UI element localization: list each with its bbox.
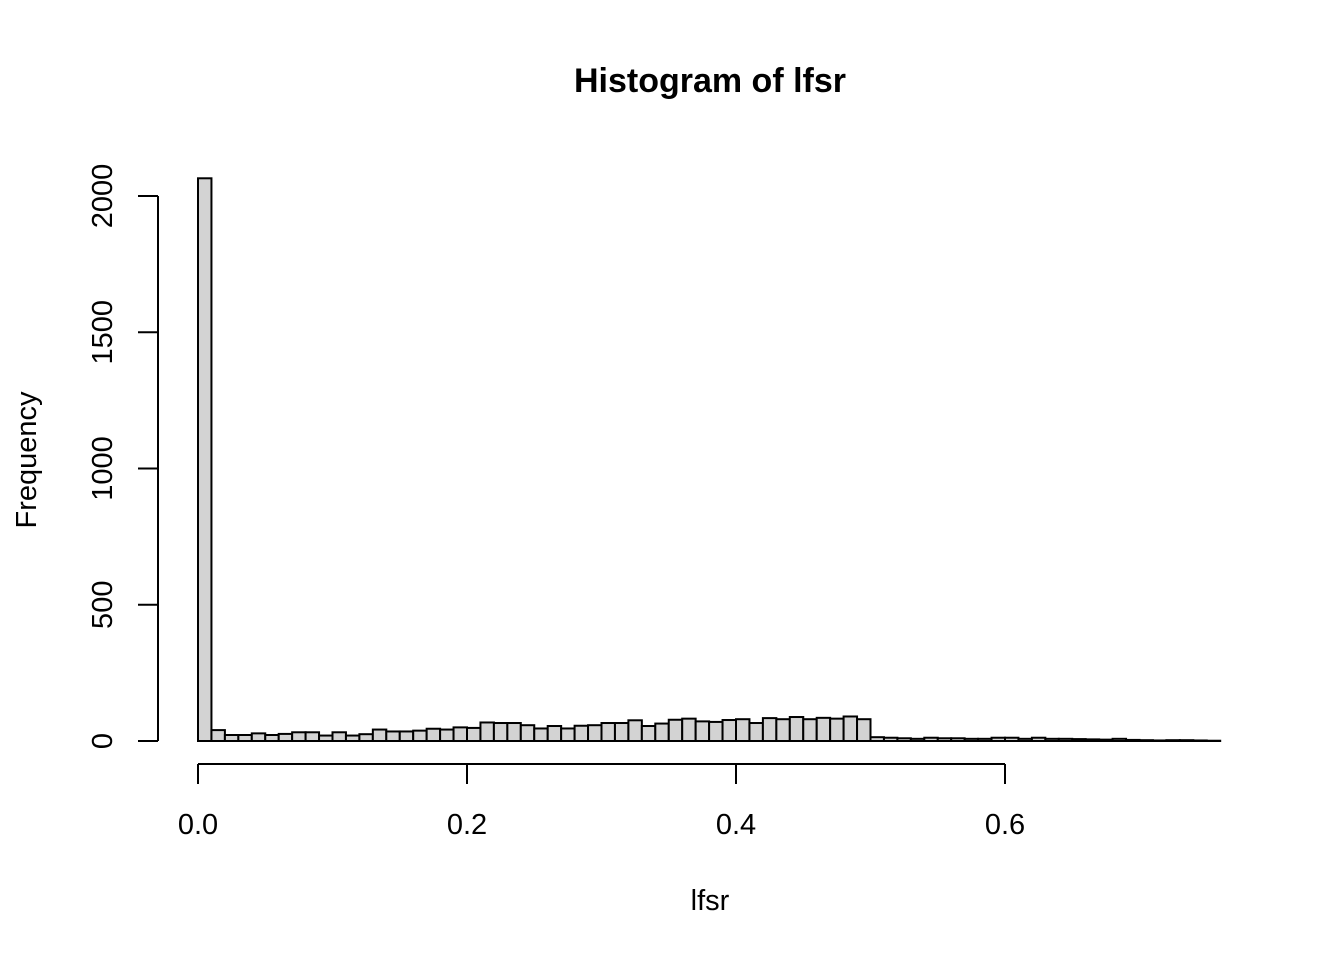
histogram-bar — [909, 737, 926, 743]
chart-title: Histogram of lfsr — [574, 62, 846, 100]
histogram-bar — [963, 737, 980, 743]
histogram-bar — [815, 716, 832, 743]
histogram-bar — [1071, 738, 1087, 743]
histogram-bar — [371, 728, 388, 742]
histogram-bar — [344, 734, 361, 742]
histogram-bar — [1004, 736, 1020, 742]
histogram-bar — [533, 727, 549, 742]
histogram-bar — [735, 718, 751, 743]
histogram-bar — [788, 716, 805, 743]
histogram-bar — [721, 719, 737, 743]
x-axis: 0.0 0.2 0.4 0.6 — [178, 763, 1025, 841]
histogram-bar — [560, 727, 576, 742]
histogram-bar — [613, 722, 630, 743]
histogram-bar — [1030, 736, 1047, 742]
histogram-bar — [708, 720, 724, 742]
histogram-bar — [506, 722, 522, 743]
x-tick-label: 0.6 — [985, 809, 1025, 841]
histogram-bar — [681, 717, 697, 743]
histogram-bar — [1125, 738, 1141, 742]
histogram-bar — [1084, 738, 1101, 742]
histogram-bar — [1017, 737, 1033, 743]
histogram-bar — [1151, 739, 1168, 743]
histogram-bar — [250, 732, 267, 742]
histogram-bar — [318, 734, 334, 742]
histogram-bar — [1178, 739, 1195, 742]
histogram-bar — [1138, 739, 1154, 742]
histogram-bar — [640, 725, 657, 743]
histogram-bar — [936, 737, 953, 743]
bars-group — [197, 177, 1222, 743]
histogram-bar — [842, 715, 859, 742]
histogram-bar — [573, 724, 590, 742]
histogram-bar — [977, 737, 993, 743]
histogram-bar — [412, 729, 428, 743]
histogram-bar — [802, 718, 818, 743]
histogram-bar — [331, 731, 347, 743]
y-axis: 0 500 1000 1500 2000 — [87, 164, 159, 749]
histogram-bar — [398, 730, 415, 743]
histogram-bar — [264, 734, 280, 742]
histogram-bar — [304, 731, 321, 743]
histogram-bar — [627, 719, 643, 742]
histogram-bar — [869, 736, 885, 742]
histogram-bar — [519, 724, 536, 743]
histogram-bar — [223, 734, 240, 742]
histogram-bar — [923, 736, 939, 742]
histogram-bar — [775, 718, 791, 743]
histogram-bar — [197, 177, 213, 743]
histogram-bar — [761, 717, 778, 742]
histogram-bar — [546, 725, 563, 743]
y-tick-label: 1000 — [87, 436, 119, 501]
histogram-bar — [587, 724, 603, 743]
histogram-bar — [492, 722, 509, 743]
histogram-bar — [1044, 737, 1060, 743]
histogram-bar — [694, 720, 711, 743]
histogram-bar — [466, 726, 482, 742]
histogram-bar — [600, 722, 616, 743]
histogram-bar — [882, 736, 899, 742]
x-tick-label: 0.4 — [716, 809, 756, 841]
histogram-bar — [385, 730, 401, 743]
histogram-bar — [1111, 737, 1128, 743]
histogram-bar — [667, 718, 684, 742]
histogram-bar — [479, 721, 495, 742]
histogram-bar — [1098, 738, 1114, 743]
histogram-bar — [277, 732, 294, 742]
y-tick-label: 500 — [87, 581, 119, 629]
histogram-bar — [439, 728, 455, 742]
y-tick-label: 0 — [87, 733, 119, 749]
histogram-bar — [210, 729, 226, 742]
y-axis-label: Frequency — [11, 391, 43, 529]
histogram-bar — [452, 726, 468, 743]
histogram-bar — [425, 727, 442, 742]
histogram-bar — [654, 722, 670, 742]
histogram-bar — [748, 722, 764, 743]
x-axis-label: lfsr — [691, 885, 730, 917]
histogram-bar — [896, 737, 912, 743]
histogram-bar — [358, 733, 374, 743]
histogram-bar — [1192, 739, 1208, 743]
histogram-bar — [829, 717, 845, 743]
histogram-bar — [237, 734, 253, 742]
histogram-bar — [950, 737, 966, 743]
histogram-bar — [1057, 737, 1074, 743]
y-tick-label: 1500 — [87, 300, 119, 365]
histogram-bar — [291, 731, 307, 743]
histogram-bar — [990, 736, 1006, 742]
histogram-bar — [1165, 739, 1181, 742]
y-tick-label: 2000 — [87, 164, 119, 229]
x-tick-label: 0.0 — [178, 809, 218, 841]
histogram-bar — [856, 718, 872, 743]
x-tick-label: 0.2 — [447, 809, 487, 841]
